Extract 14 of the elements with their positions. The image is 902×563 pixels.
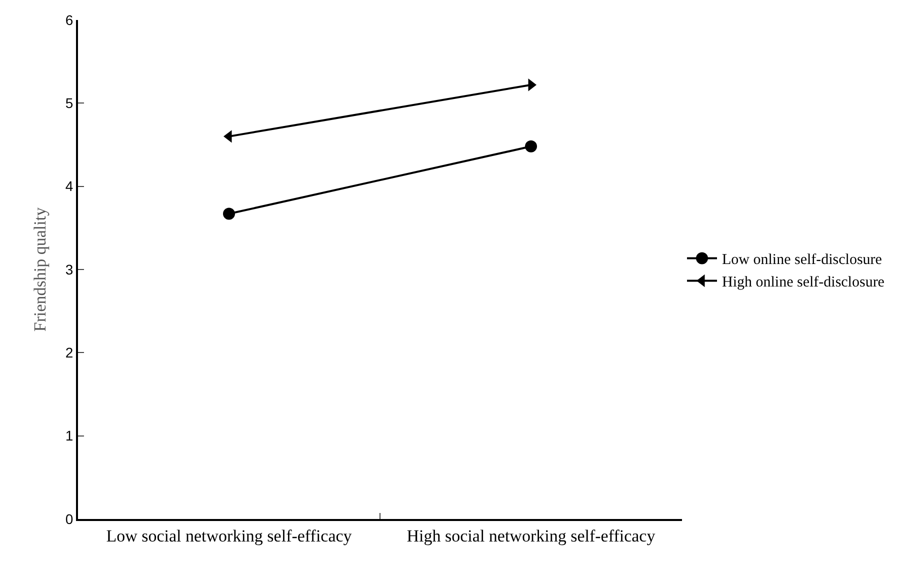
- point: [525, 140, 537, 152]
- y-tick-label: 2: [65, 344, 74, 361]
- y-tick-label: 3: [65, 261, 74, 278]
- y-tick-label: 4: [65, 178, 74, 194]
- y-axis-title: Friendship quality: [30, 206, 50, 332]
- legend-label: High online self-disclosure: [722, 274, 885, 291]
- legend-label: Low online self-disclosure: [722, 252, 882, 268]
- y-tick-label: 1: [65, 428, 74, 444]
- point: [223, 208, 235, 220]
- y-tick-label: 5: [65, 95, 74, 112]
- y-tick-label: 0: [65, 510, 74, 527]
- x-tick-label: High social networking self-efficacy: [406, 526, 656, 546]
- x-tick-label: Low social networking self-efficacy: [106, 526, 352, 546]
- y-tick-label: 6: [65, 12, 74, 28]
